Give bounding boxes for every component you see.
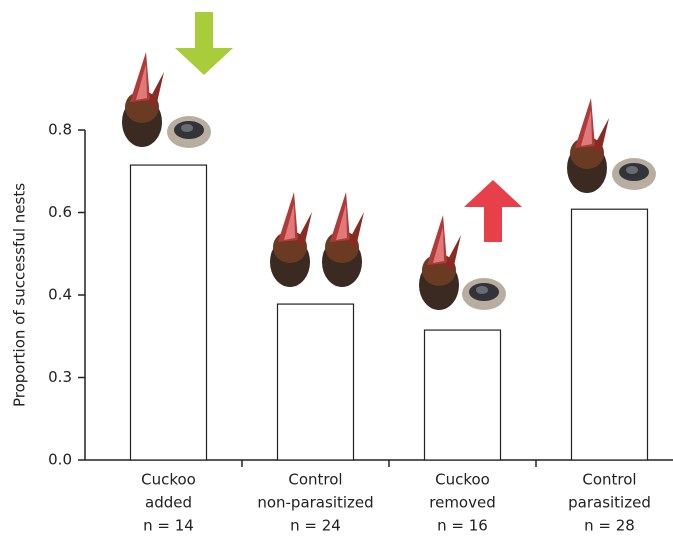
chick-image bbox=[270, 192, 312, 287]
x-tick-label: n = 16 bbox=[437, 517, 488, 535]
chick-image bbox=[322, 192, 364, 287]
y-tick-label: 0.6 bbox=[48, 203, 72, 221]
x-tick-label: Cuckoo bbox=[141, 471, 196, 489]
up-arrow bbox=[464, 180, 522, 242]
illustrations bbox=[122, 12, 656, 310]
bar bbox=[276, 303, 355, 461]
x-tick-label: added bbox=[145, 494, 192, 512]
x-tick-label: parasitized bbox=[568, 494, 651, 512]
x-tick-label: Control bbox=[582, 471, 636, 489]
y-tick-label: 0.0 bbox=[48, 451, 72, 469]
nest-image bbox=[462, 278, 506, 310]
bar bbox=[570, 208, 649, 461]
x-tick-label: n = 24 bbox=[290, 517, 341, 535]
x-tick-label: removed bbox=[429, 494, 495, 512]
y-tick-label: 0.4 bbox=[48, 286, 72, 304]
bar bbox=[129, 164, 208, 461]
y-tick-label: 0.3 bbox=[48, 368, 72, 386]
x-tick-label: Cuckoo bbox=[435, 471, 490, 489]
y-tick-label: 0.8 bbox=[48, 121, 72, 139]
chick-image bbox=[567, 98, 609, 193]
x-tick-label: non-parasitized bbox=[257, 494, 373, 512]
nest-image bbox=[167, 116, 211, 148]
down-arrow bbox=[175, 12, 233, 75]
y-axis-label: Proportion of successful nests bbox=[11, 183, 29, 407]
nest-image bbox=[612, 158, 656, 190]
bar bbox=[423, 329, 502, 461]
x-tick-label: n = 28 bbox=[584, 517, 635, 535]
x-tick-label: Control bbox=[288, 471, 342, 489]
x-tick-label: n = 14 bbox=[143, 517, 194, 535]
chick-image bbox=[122, 52, 164, 147]
chick-image bbox=[419, 215, 461, 310]
